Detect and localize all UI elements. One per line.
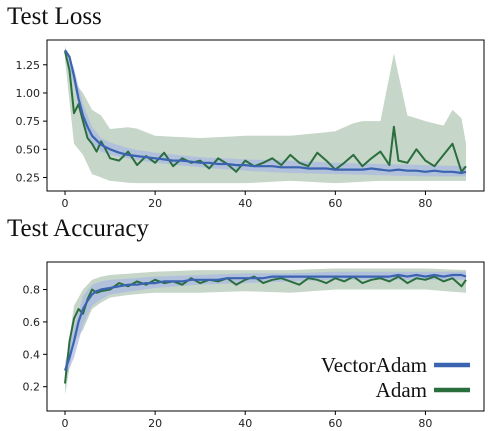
legend-label-vectoradam: VectorAdam xyxy=(321,353,427,377)
y-tick-label: 0.75 xyxy=(16,115,41,128)
legend-label-adam: Adam xyxy=(376,378,427,402)
x-tick-label: 0 xyxy=(62,417,69,430)
x-tick-label: 40 xyxy=(238,417,252,430)
x-tick-label: 40 xyxy=(238,197,252,210)
x-tick-label: 0 xyxy=(62,197,69,210)
y-tick-label: 0.8 xyxy=(23,284,41,297)
x-tick-label: 60 xyxy=(328,197,342,210)
adam-band xyxy=(65,45,466,184)
y-tick-label: 1.00 xyxy=(16,87,41,100)
y-tick-label: 1.25 xyxy=(16,59,41,72)
vectoradam-line xyxy=(63,273,467,371)
y-tick-label: 0.50 xyxy=(16,143,41,156)
accuracy-chart-title: Test Accuracy xyxy=(7,215,149,242)
vectoradam-line xyxy=(64,49,467,175)
x-tick-label: 20 xyxy=(148,197,162,210)
y-tick-label: 0.2 xyxy=(23,381,41,394)
x-tick-label: 20 xyxy=(148,417,162,430)
x-tick-label: 80 xyxy=(418,197,432,210)
plot-frame xyxy=(46,39,485,192)
chart-0: 0 20 40 60 80 0.25 0.50 0.75 1.00 1.25 xyxy=(16,39,485,210)
y-tick-label: 0.25 xyxy=(16,171,41,184)
y-tick-label: 0.6 xyxy=(23,316,41,329)
y-tick-label: 0.4 xyxy=(23,348,41,361)
loss-chart-title: Test Loss xyxy=(7,3,102,30)
plot-frame xyxy=(46,261,485,412)
x-tick-label: 80 xyxy=(418,417,432,430)
vectoradam-band xyxy=(65,271,466,379)
x-tick-label: 60 xyxy=(328,417,342,430)
